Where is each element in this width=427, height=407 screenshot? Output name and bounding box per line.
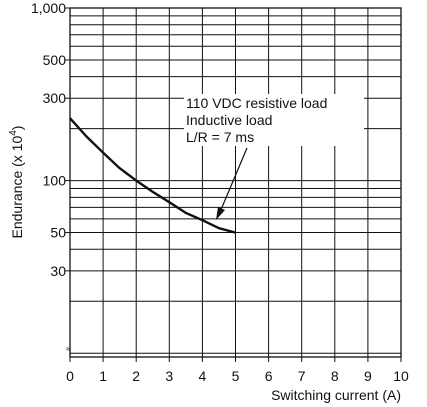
x-tick-label: 0 (66, 368, 74, 384)
y-tick-label: 500 (43, 52, 67, 68)
x-tick-label: 5 (232, 368, 240, 384)
x-tick-label: 1 (99, 368, 107, 384)
x-tick-label: 10 (393, 368, 409, 384)
x-tick-label: 9 (364, 368, 372, 384)
axis-break-mark: ≈ (66, 344, 71, 354)
series-line (69, 117, 236, 234)
x-tick-label: 7 (298, 368, 306, 384)
annotation-line-1: 110 VDC resistive load (186, 95, 327, 111)
x-tick-labels: 0 1 2 3 4 5 6 7 8 9 10 (66, 357, 409, 384)
y-tick-label: 1,000 (31, 0, 66, 16)
y-axis-title-main: Endurance (x 10 (9, 136, 25, 239)
x-tick-label: 3 (165, 368, 173, 384)
annotation-line-3: L/R = 7 ms (186, 129, 254, 145)
series-group (69, 117, 236, 234)
chart-grid (70, 8, 401, 357)
x-tick-label: 2 (132, 368, 140, 384)
x-tick-label: 4 (199, 368, 207, 384)
x-tick-label: 8 (331, 368, 339, 384)
y-tick-label: 300 (43, 90, 67, 106)
annotation-line-2: Inductive load (186, 112, 272, 128)
y-tick-labels: 1,000 500 300 100 50 30 (31, 0, 70, 279)
x-tick-label: 6 (265, 368, 273, 384)
y-axis-title-close: ) (9, 126, 25, 131)
y-axis-title: Endurance (x 104) (8, 126, 25, 239)
annotation-arrowhead (216, 207, 225, 220)
x-axis-title: Switching current (A) (271, 387, 401, 403)
annotation-leader-line (219, 147, 248, 213)
annotation-background (184, 94, 364, 146)
y-axis-title-exponent: 4 (8, 130, 19, 136)
y-tick-label: 100 (43, 173, 67, 189)
y-tick-label: 50 (50, 225, 66, 241)
y-tick-label: 30 (50, 263, 66, 279)
